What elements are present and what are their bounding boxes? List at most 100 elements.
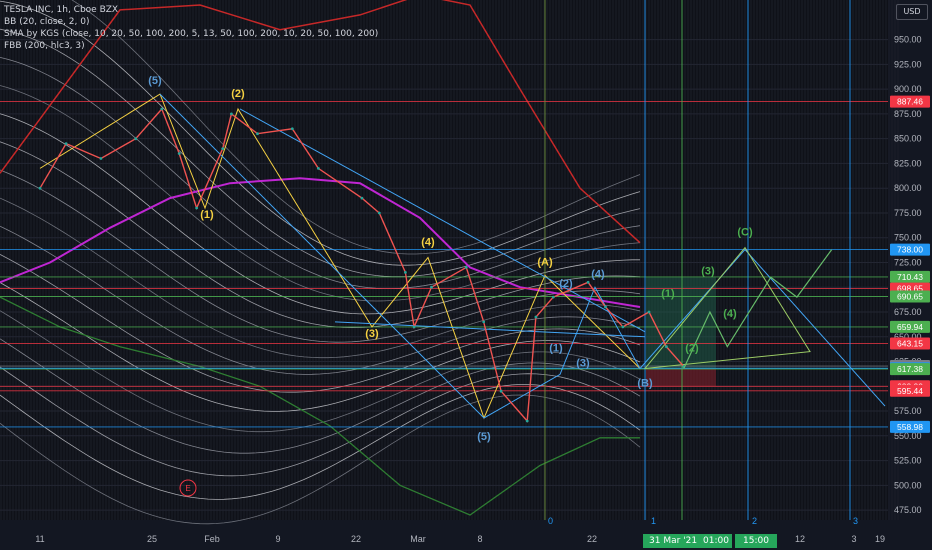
fib-band-line [0, 57, 641, 289]
price-level-tag [890, 243, 930, 256]
price-point [665, 345, 668, 349]
chart-legend: TESLA INC, 1h, Cboe BZX BB (20, close, 2… [4, 4, 378, 52]
y-tick-label: 950.00 [894, 35, 922, 45]
fib-band-line [0, 225, 641, 375]
price-point [430, 285, 433, 289]
trend-line [334, 321, 646, 338]
y-tick-label: 800.00 [894, 183, 922, 193]
time-highlight-time-1: 01:00 [700, 534, 732, 548]
y-tick-label: 550.00 [894, 431, 922, 441]
price-point [499, 389, 503, 393]
fib-band-line [0, 384, 641, 500]
wave-label: (4) [723, 308, 737, 320]
wave-label: (4) [421, 237, 435, 249]
wave-label: (3) [701, 265, 715, 277]
wave-label: (1) [661, 288, 675, 300]
y-tick-label: 500.00 [894, 480, 922, 490]
price-level-value: 738.00 [897, 245, 923, 255]
wave-line-yellow [39, 93, 641, 420]
fib-band-line [71, 0, 641, 255]
time-highlight-time-2: 15:00 [735, 534, 777, 548]
price-level-value: 710.43 [897, 272, 923, 282]
price-point [64, 142, 68, 146]
price-level-value: 698.65 [897, 284, 923, 294]
fib-band-line [0, 169, 641, 343]
earnings-event-label: E [185, 484, 190, 493]
price-level-value: 659.94 [897, 322, 923, 332]
price-level-tag [890, 95, 930, 108]
projection-loss-zone [646, 368, 716, 387]
price-level-value: 558.98 [897, 422, 923, 432]
wave-label: (1) [200, 209, 214, 221]
y-tick-label: 525.00 [894, 456, 922, 466]
x-tick-label: 25 [147, 534, 157, 544]
wave-label: (3) [365, 328, 379, 340]
price-level-value: 595.44 [897, 386, 923, 396]
price-point [551, 295, 555, 299]
time-highlight-date: 31 Mar '21 [643, 534, 704, 548]
wave-label: (3) [576, 357, 590, 369]
x-tick-label: 19 [875, 534, 885, 544]
x-tick-label: 9 [275, 534, 280, 544]
price-point [534, 315, 538, 319]
y-tick-label: 725.00 [894, 257, 922, 267]
fib-band-line [0, 113, 640, 315]
price-level-tag [890, 420, 930, 433]
price-point [177, 152, 181, 155]
price-point [38, 186, 42, 190]
price-point [230, 112, 233, 116]
x-tick-label: Feb [204, 534, 220, 544]
y-tick-label: 825.00 [894, 158, 922, 168]
price-level-value: 643.15 [897, 339, 923, 349]
projection-triangle [643, 246, 811, 370]
price-point [525, 419, 529, 423]
price-point [317, 167, 320, 170]
price-point [621, 325, 625, 329]
currency-button[interactable]: USD [896, 4, 928, 20]
y-tick-label: 925.00 [894, 59, 922, 69]
price-point [412, 325, 416, 329]
x-axis-band [0, 520, 932, 550]
price-level-tag [890, 384, 930, 397]
time-marker-label: 3 [853, 516, 858, 526]
wave-label: (B) [637, 377, 653, 389]
price-level-tag [890, 320, 930, 333]
price-point [134, 137, 138, 141]
fib-band-line [0, 394, 641, 525]
x-tick-label: Mar [410, 534, 426, 544]
price-point [160, 107, 164, 111]
fib-band-line [0, 28, 641, 278]
price-level-value: 887.46 [897, 97, 923, 107]
wave-label: (A) [537, 256, 553, 268]
price-level-tag [890, 270, 930, 283]
wave-label: (5) [477, 431, 491, 443]
price-point [404, 271, 407, 274]
symbol-title: TESLA INC, 1h, Cboe BZX [4, 5, 119, 15]
x-tick-label: 3 [851, 534, 856, 544]
price-point [256, 132, 259, 136]
price-level-value: 690.65 [897, 291, 923, 301]
wave-label: (2) [559, 278, 573, 290]
y-tick-label: 675.00 [894, 307, 922, 317]
price-point [290, 127, 294, 131]
y-tick-label: 875.00 [894, 109, 922, 119]
projection-path [683, 249, 833, 369]
wave-line-blue [159, 93, 886, 419]
y-tick-label: 775.00 [894, 208, 922, 218]
time-marker-label: 2 [752, 516, 757, 526]
wave-label: (2) [231, 88, 245, 100]
earnings-event-icon[interactable] [179, 479, 197, 497]
wave-label: (5) [148, 75, 162, 87]
price-point [195, 206, 199, 210]
wave-label: (C) [737, 227, 753, 239]
price-point [377, 211, 381, 215]
lower-band-green [0, 296, 640, 516]
x-tick-label: 22 [587, 534, 597, 544]
y-tick-label: 850.00 [894, 134, 922, 144]
x-tick-label: 22 [351, 534, 361, 544]
price-point [647, 310, 651, 314]
y-tick-label: 750.00 [894, 233, 922, 243]
bb-indicator-label: BB (20, close, 2, 0) [4, 17, 90, 27]
price-point [604, 305, 607, 309]
